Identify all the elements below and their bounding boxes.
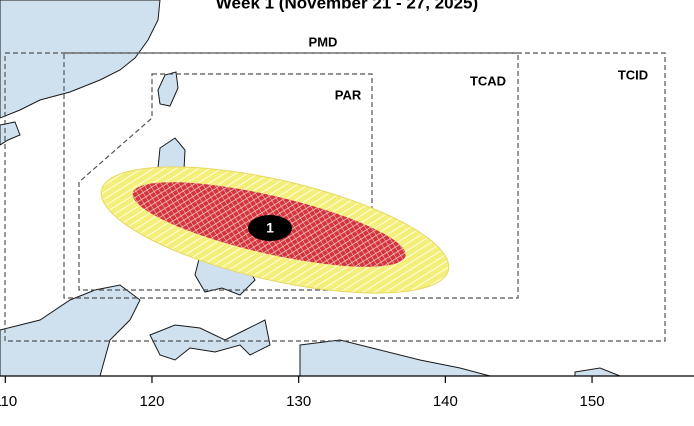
tick-label: 120	[139, 393, 164, 410]
tcad-box	[63, 52, 519, 299]
tick-label: 110	[0, 393, 17, 410]
land	[0, 0, 621, 377]
par-box	[78, 73, 373, 291]
region-label: TCAD	[470, 73, 506, 88]
forecast-marker	[248, 215, 292, 241]
title: Week 1 (November 21 - 27, 2025)	[216, 0, 478, 12]
tick-label: 130	[286, 393, 311, 410]
tick-label: 150	[580, 393, 605, 410]
tcid-box	[4, 52, 666, 342]
tick-label: 140	[433, 393, 458, 410]
forecast-label: 1	[266, 220, 274, 236]
boundaries	[4, 52, 666, 342]
region-label: PAR	[335, 87, 362, 102]
region-label: TCID	[618, 67, 648, 82]
region-label: PMD	[309, 34, 338, 49]
longitude-axis: 110 120 130 140 150	[0, 376, 605, 410]
